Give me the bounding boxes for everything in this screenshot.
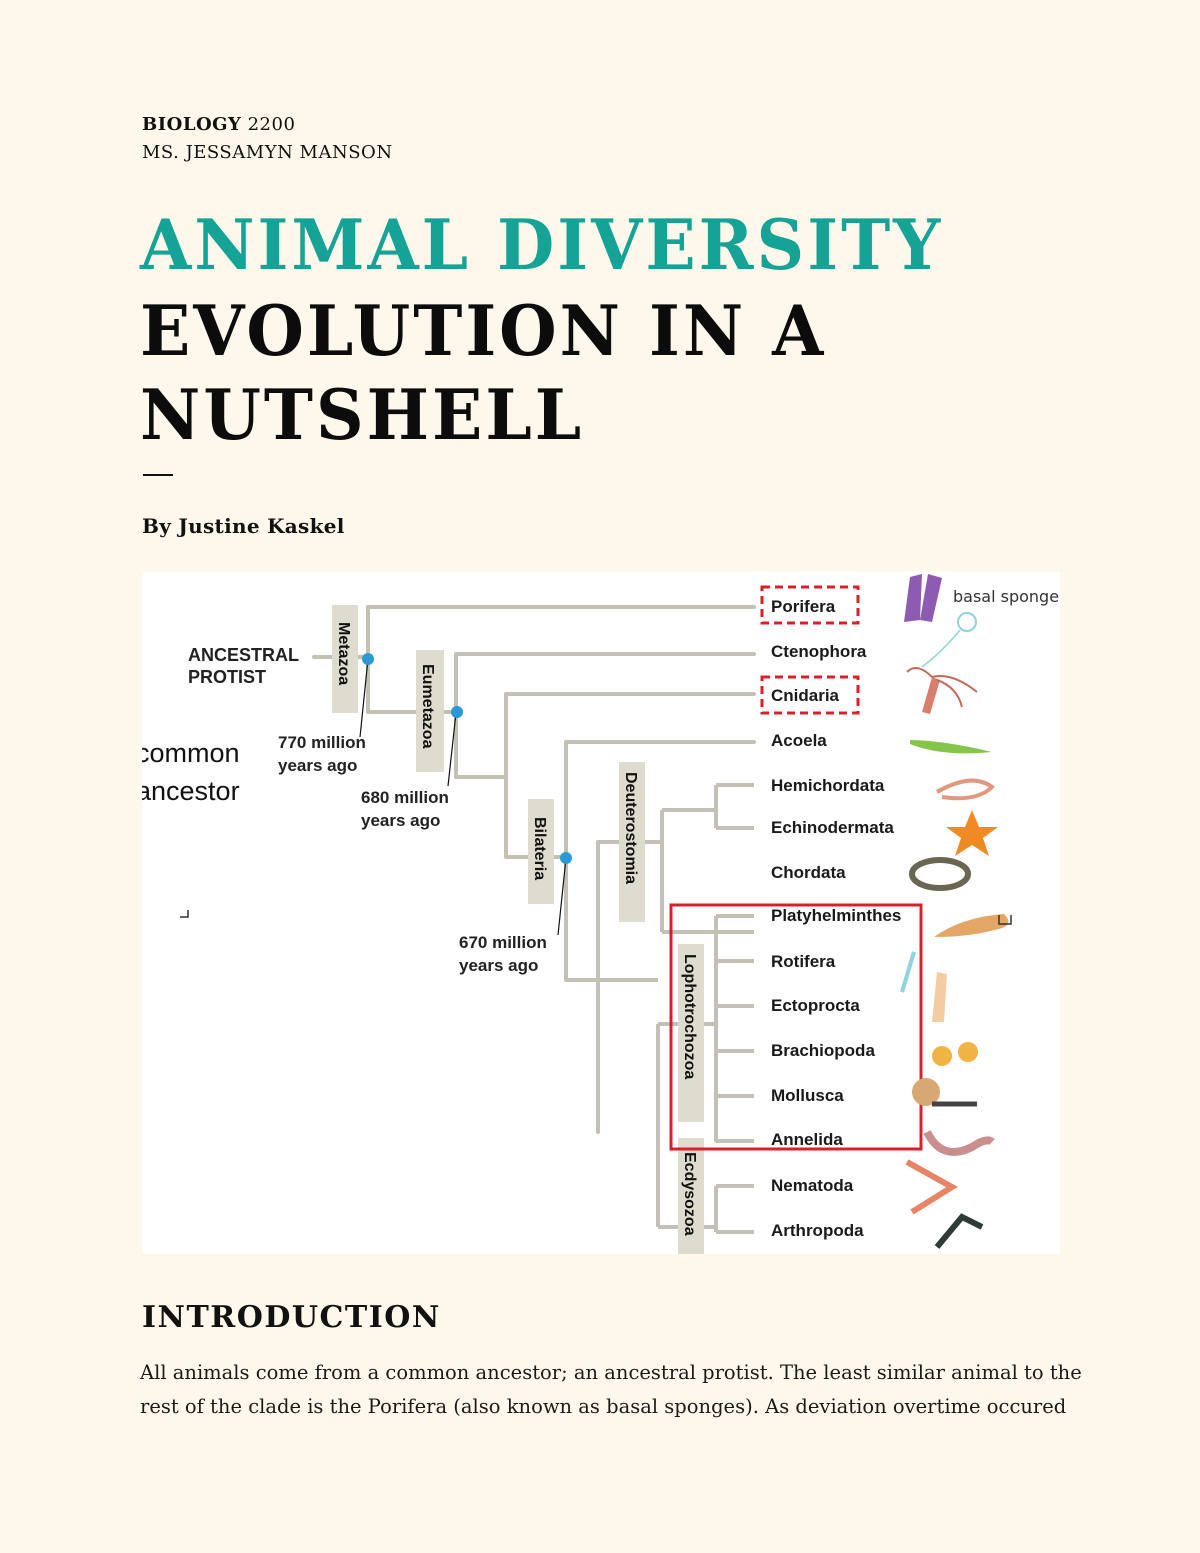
starfish-icon xyxy=(946,810,998,856)
divergence-nodes xyxy=(359,653,572,936)
hemichordate-icon xyxy=(936,778,996,801)
intro-paragraph-line-1: All animals come from a common ancestor;… xyxy=(140,1361,1082,1384)
page-title: ANIMAL DIVERSITY xyxy=(140,204,944,286)
taxon-chordata: Chordata xyxy=(771,863,846,882)
taxa-list: Porifera Ctenophora Cnidaria Acoela Hemi… xyxy=(771,597,901,1240)
phylogeny-figure: Metazoa Eumetazoa Bilateria Deuterostomi… xyxy=(142,572,1060,1254)
root-label-line-2: PROTIST xyxy=(188,667,266,687)
clade-ecdysozoa: Ecdysozoa xyxy=(681,1152,698,1236)
sponge-icon xyxy=(904,574,942,622)
cnidarian-icon xyxy=(906,667,978,714)
rotifer-icon xyxy=(900,951,916,993)
clade-deuterostomia: Deuterostomia xyxy=(622,772,639,884)
taxon-annelida: Annelida xyxy=(771,1130,843,1149)
date-metazoa-2: years ago xyxy=(278,756,357,775)
course-label: BIOLOGY 2200 xyxy=(142,114,295,135)
title-divider xyxy=(143,474,173,476)
snake-chordate-icon xyxy=(909,857,971,891)
taxon-nematoda: Nematoda xyxy=(771,1176,854,1195)
root-label-line-1: ANCESTRAL xyxy=(188,645,299,665)
node-bilateria xyxy=(560,852,572,864)
nematode-icon xyxy=(905,1159,958,1215)
page-subtitle-line-2: NUTSHELL xyxy=(140,374,585,456)
snail-icon xyxy=(912,1078,977,1107)
clade-bilateria: Bilateria xyxy=(531,817,548,880)
acoel-worm-icon xyxy=(910,740,992,754)
taxon-ctenophora: Ctenophora xyxy=(771,642,867,661)
taxon-ectoprocta: Ectoprocta xyxy=(771,996,860,1015)
overlay-ancestor: ancestor xyxy=(142,776,240,806)
phylogeny-tree-diagram: Metazoa Eumetazoa Bilateria Deuterostomi… xyxy=(142,574,1059,1254)
overlay-common: common xyxy=(142,738,240,768)
taxon-rotifera: Rotifera xyxy=(771,952,836,971)
clade-lophotrochozoa: Lophotrochozoa xyxy=(681,954,698,1079)
date-eumetazoa-2: years ago xyxy=(361,811,440,830)
author-byline: By Justine Kaskel xyxy=(142,514,345,538)
course-number: 2200 xyxy=(247,114,296,135)
taxon-cnidaria: Cnidaria xyxy=(771,686,840,705)
date-metazoa-1: 770 million xyxy=(278,733,366,752)
highlight-boxes xyxy=(669,585,923,1151)
node-metazoa xyxy=(362,653,374,665)
brachiopod-icon xyxy=(932,1042,978,1066)
organism-illustrations xyxy=(900,574,1009,1249)
instructor-name: MS. JESSAMYN MANSON xyxy=(142,142,393,163)
basal-sponge-annotation: basal sponge xyxy=(953,587,1059,606)
corner-mark-left xyxy=(180,910,189,918)
taxon-platyhelminthes: Platyhelminthes xyxy=(771,906,901,925)
date-bilateria-1: 670 million xyxy=(459,933,547,952)
clade-eumetazoa: Eumetazoa xyxy=(419,664,436,749)
date-bilateria-2: years ago xyxy=(459,956,538,975)
ectoproct-icon xyxy=(932,972,947,1022)
introduction-body: All animals come from a common ancestor;… xyxy=(140,1356,1082,1424)
taxon-mollusca: Mollusca xyxy=(771,1086,844,1105)
page-subtitle-line-1: EVOLUTION IN A xyxy=(140,290,827,372)
lophotrochozoa-highlight-box xyxy=(669,903,923,1151)
taxon-echinodermata: Echinodermata xyxy=(771,818,894,837)
clade-metazoa: Metazoa xyxy=(335,622,352,685)
lobster-icon xyxy=(934,1213,984,1249)
clade-labels xyxy=(332,605,704,1254)
taxon-hemichordata: Hemichordata xyxy=(771,776,885,795)
node-eumetazoa xyxy=(451,706,463,718)
intro-paragraph-line-2: rest of the clade is the Porifera (also … xyxy=(140,1395,1067,1418)
corner-mark-right xyxy=(998,915,1012,925)
taxon-acoela: Acoela xyxy=(771,731,827,750)
annelid-icon xyxy=(923,1130,995,1156)
taxon-arthropoda: Arthropoda xyxy=(771,1221,864,1240)
introduction-heading: INTRODUCTION xyxy=(142,1300,441,1335)
date-eumetazoa-1: 680 million xyxy=(361,788,449,807)
ctenophore-icon xyxy=(921,612,977,668)
course-name: BIOLOGY xyxy=(142,114,242,135)
flatworm-icon xyxy=(934,914,1009,937)
taxon-brachiopoda: Brachiopoda xyxy=(771,1041,875,1060)
taxon-porifera: Porifera xyxy=(771,597,836,616)
